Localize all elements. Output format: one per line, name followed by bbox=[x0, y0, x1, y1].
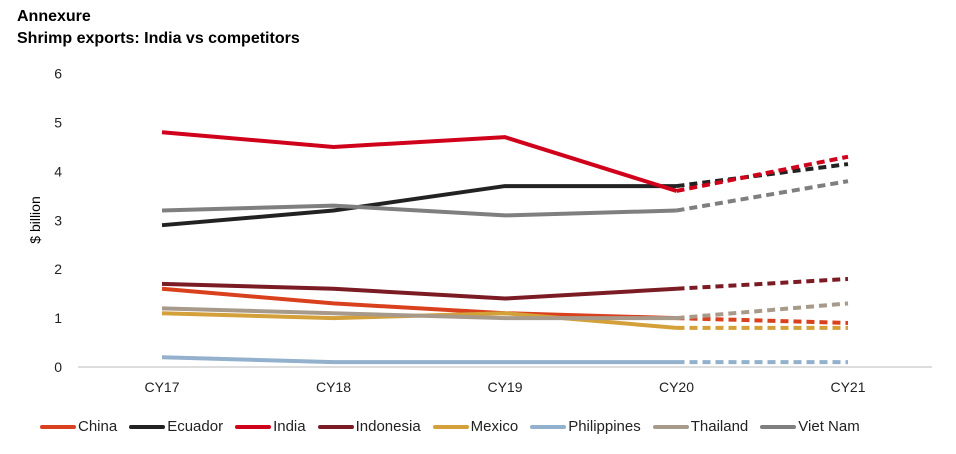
y-tick-label: 1 bbox=[54, 310, 62, 326]
legend-swatch bbox=[652, 424, 689, 429]
x-tick-label: CY17 bbox=[144, 379, 179, 395]
x-tick-label: CY19 bbox=[487, 379, 522, 395]
legend-item: Thailand bbox=[652, 418, 749, 435]
legend-item: China bbox=[40, 418, 117, 435]
x-tick-label: CY18 bbox=[316, 379, 351, 395]
y-axis-label: $ billion bbox=[27, 196, 43, 243]
legend-item: Philippines bbox=[530, 418, 641, 435]
series-projection-ecuador bbox=[676, 162, 849, 189]
series-line-china bbox=[161, 286, 677, 321]
legend-swatch bbox=[129, 424, 166, 429]
legend-item: Viet Nam bbox=[760, 418, 860, 435]
legend-item: Indonesia bbox=[317, 418, 421, 435]
x-tick-label: CY20 bbox=[659, 379, 694, 395]
y-tick-label: 5 bbox=[54, 115, 62, 131]
y-tick-label: 2 bbox=[54, 261, 62, 277]
legend-swatch bbox=[40, 424, 76, 429]
legend: China Ecuador India Indonesia Mexico Philippi… bbox=[40, 418, 872, 435]
y-tick-label: 3 bbox=[54, 212, 62, 228]
legend-label: Philippines bbox=[568, 418, 641, 435]
series-projection-thailand bbox=[676, 301, 849, 321]
legend-swatch bbox=[235, 424, 272, 429]
y-tick-label: 6 bbox=[54, 66, 62, 82]
legend-item: Ecuador bbox=[129, 418, 223, 435]
legend-label: India bbox=[273, 418, 306, 435]
series-projection-china bbox=[676, 316, 849, 325]
legend-label: China bbox=[78, 418, 118, 435]
series-line-ecuador bbox=[161, 184, 677, 228]
series-line-viet-nam bbox=[161, 203, 677, 218]
legend-label: Mexico bbox=[470, 418, 519, 435]
chart-title: Shrimp exports: India vs competitors bbox=[17, 30, 300, 47]
y-tick-label: 0 bbox=[54, 359, 62, 375]
y-tick-label: 4 bbox=[54, 163, 62, 179]
legend-swatch bbox=[530, 424, 567, 429]
legend-item: Mexico bbox=[432, 418, 519, 435]
legend-label: Thailand bbox=[690, 418, 749, 435]
legend-swatch bbox=[317, 424, 354, 429]
legend-swatch bbox=[432, 424, 469, 429]
series-projection-viet-nam bbox=[676, 179, 849, 213]
series-projection-india bbox=[676, 154, 849, 193]
series-line-india bbox=[161, 130, 678, 193]
series-projection-indonesia bbox=[676, 276, 849, 291]
page-title: Annexure bbox=[17, 8, 91, 25]
legend-label: Ecuador bbox=[167, 418, 224, 435]
series-line-indonesia bbox=[161, 281, 677, 301]
legend-swatch bbox=[760, 424, 797, 429]
legend-label: Viet Nam bbox=[798, 418, 860, 435]
legend-item: India bbox=[235, 418, 306, 435]
series-line-thailand bbox=[161, 306, 677, 321]
series-line-philippines bbox=[161, 355, 677, 365]
legend-label: Indonesia bbox=[355, 418, 421, 435]
x-tick-label: CY21 bbox=[830, 379, 865, 395]
